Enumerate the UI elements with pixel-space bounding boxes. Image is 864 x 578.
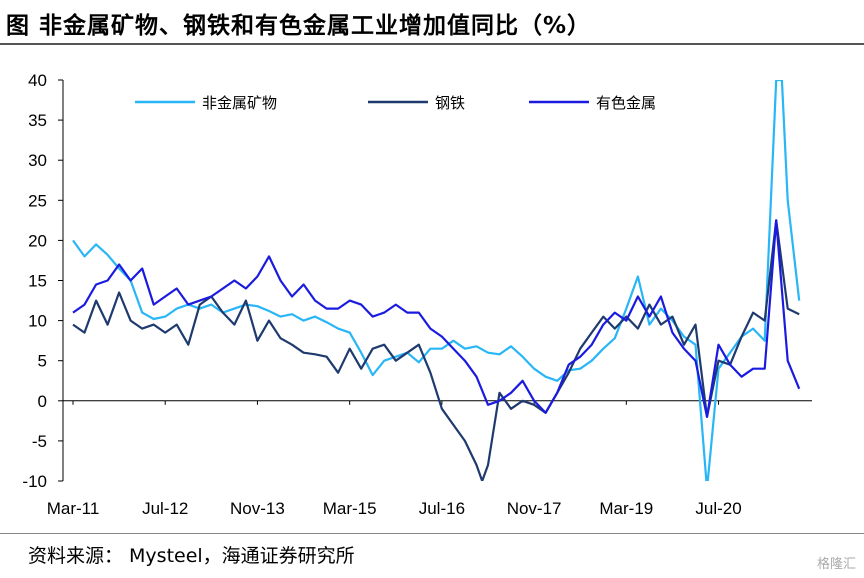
x-tick-label: Nov-13 [230,499,285,518]
series-line-1 [72,80,801,481]
y-tick-label: 10 [28,312,47,331]
x-tick-label: Jul-16 [419,499,465,518]
y-tick-label: -10 [22,472,47,491]
y-tick-label: 5 [38,352,47,371]
series-line-2 [72,219,800,481]
x-tick-label: Jul-12 [142,499,188,518]
y-tick-label: 30 [28,151,47,170]
source-note: 资料来源： Mysteel，海通证券研究所 [28,545,355,567]
y-tick-label: 15 [28,272,47,291]
chart-title: 图 非金属矿物、钢铁和有色金属工业增加值同比（%） [6,13,592,39]
x-tick-label: Nov-17 [507,499,562,518]
series-line-3 [72,219,801,418]
source-divider [0,533,864,534]
legend-label-2: 钢铁 [435,94,465,112]
y-tick-label: 35 [28,111,47,130]
x-tick-label: Jul-20 [695,499,741,518]
title-divider [0,43,864,45]
x-tick-label: Mar-19 [599,499,653,518]
y-tick-label: 20 [28,231,47,250]
y-tick-label: -5 [32,432,47,451]
y-tick-label: 0 [38,392,47,411]
legend-label-3: 有色金属 [596,94,656,112]
y-tick-label: 25 [28,191,47,210]
x-tick-label: Mar-11 [47,499,100,518]
y-tick-label: 40 [28,71,47,90]
x-tick-label: Mar-15 [323,499,377,518]
watermark: 格隆汇 [816,557,856,572]
legend-label-1: 非金属矿物 [202,94,277,112]
